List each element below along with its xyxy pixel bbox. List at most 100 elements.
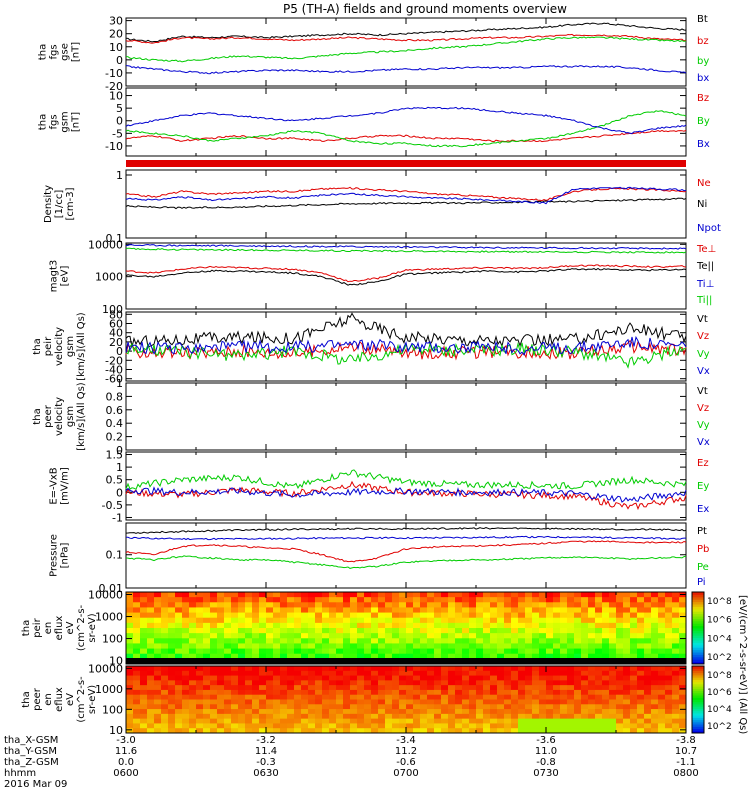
spectrogram-cell xyxy=(441,723,449,729)
spectrogram-cell xyxy=(203,685,211,691)
spectrogram-cell xyxy=(588,633,596,639)
spectrogram-cell xyxy=(364,675,372,681)
spectrogram-cell xyxy=(357,670,365,677)
spectrogram-cell xyxy=(567,617,575,624)
spectrogram-cell xyxy=(399,694,407,700)
spectrogram-cell xyxy=(497,653,505,660)
spectrogram-cell xyxy=(308,699,316,705)
spectrogram-cell xyxy=(350,699,358,705)
spectrogram-cell xyxy=(231,648,239,655)
spectrogram-cell xyxy=(357,704,365,710)
spectrogram-cell xyxy=(357,694,365,700)
spectrogram-cell xyxy=(427,617,435,624)
spectrogram-cell xyxy=(469,723,477,729)
spectrogram-cell xyxy=(679,723,687,729)
spectrogram-cell xyxy=(224,653,232,660)
spectrogram-cell xyxy=(182,675,190,681)
spectrogram-cell xyxy=(168,628,176,634)
spectrogram-cell xyxy=(154,685,162,691)
spectrogram-cell xyxy=(546,723,554,729)
spectrogram-cell xyxy=(154,628,162,634)
spectrogram-cell xyxy=(336,628,344,634)
spectrogram-cell xyxy=(441,617,449,624)
spectrogram-cell xyxy=(266,612,274,619)
spectrogram-cell xyxy=(399,723,407,729)
spectrogram-cell xyxy=(294,622,302,629)
y-axis-label: magt3 xyxy=(49,260,60,293)
spectrogram-cell xyxy=(525,607,533,614)
spectrogram-cell xyxy=(371,633,379,639)
spectrogram-cell xyxy=(630,728,638,734)
spectrogram-cell xyxy=(231,670,239,677)
spectrogram-cell xyxy=(623,612,631,619)
spectrogram-cell xyxy=(420,689,428,696)
spectrogram-cell xyxy=(637,685,645,691)
spectrogram-cell xyxy=(609,648,617,655)
spectrogram-cell xyxy=(294,592,302,598)
spectrogram-cell xyxy=(392,622,400,629)
spectrogram-cell xyxy=(315,602,323,608)
y-tick-label: 0.4 xyxy=(106,417,124,430)
spectrogram-cell xyxy=(168,653,176,660)
spectrogram-cell xyxy=(329,602,337,608)
spectrogram-cell xyxy=(189,694,197,700)
spectrogram-cell xyxy=(280,653,288,660)
spectrogram-cell xyxy=(497,617,505,624)
spectrogram-cell xyxy=(259,713,267,720)
spectrogram-cell xyxy=(336,685,344,691)
y-tick-label: 0 xyxy=(116,444,123,457)
spectrogram-cell xyxy=(161,648,169,655)
spectrogram-cell xyxy=(441,699,449,705)
spectrogram-cell xyxy=(168,607,176,614)
spectrogram-cell xyxy=(651,617,659,624)
spectrogram-cell xyxy=(126,680,134,686)
colorbar-cell xyxy=(692,712,704,716)
spectrogram-cell xyxy=(175,602,183,608)
series-line-Pb xyxy=(125,540,687,563)
spectrogram-cell xyxy=(364,723,372,729)
spectrogram-cell xyxy=(476,680,484,686)
spectrogram-cell xyxy=(126,628,134,634)
spectrogram-cell xyxy=(539,718,547,724)
spectrogram-cell xyxy=(581,675,589,681)
spectrogram-cell xyxy=(483,648,491,655)
spectrogram-cell xyxy=(546,694,554,700)
spectrogram-cell xyxy=(315,633,323,639)
spectrogram-cell xyxy=(441,728,449,734)
spectrogram-cell xyxy=(315,643,323,650)
series-line-Ex xyxy=(125,486,687,503)
spectrogram-cell xyxy=(140,633,148,639)
spectrogram-cell xyxy=(210,685,218,691)
spectrogram-cell xyxy=(210,675,218,681)
spectrogram-cell xyxy=(217,633,225,639)
spectrogram-cell xyxy=(644,602,652,608)
spectrogram-cell xyxy=(203,622,211,629)
spectrogram-cell xyxy=(175,680,183,686)
spectrogram-cell xyxy=(392,718,400,724)
spectrogram-cell xyxy=(385,607,393,614)
spectrogram-cell xyxy=(553,675,561,681)
spectrogram-cell xyxy=(399,648,407,655)
spectrogram-cell xyxy=(518,638,526,644)
spectrogram-cell xyxy=(315,666,323,672)
spectrogram-cell xyxy=(539,675,547,681)
spectrogram-cell xyxy=(630,643,638,650)
spectrogram-cell xyxy=(490,612,498,619)
spectrogram-cell xyxy=(161,633,169,639)
spectrogram-cell xyxy=(329,675,337,681)
spectrogram-cell xyxy=(539,653,547,660)
spectrogram-cell xyxy=(126,670,134,677)
spectrogram-cell xyxy=(168,592,176,598)
spectrogram-cell xyxy=(147,612,155,619)
spectrogram-cell xyxy=(217,699,225,705)
spectrogram-cell xyxy=(574,713,582,720)
spectrogram-cell xyxy=(665,689,673,696)
spectrogram-cell xyxy=(539,597,547,603)
spectrogram-cell xyxy=(637,633,645,639)
spectrogram-cell xyxy=(637,694,645,700)
spectrogram-cell xyxy=(665,622,673,629)
spectrogram-cell xyxy=(581,685,589,691)
spectrogram-cell xyxy=(455,666,463,672)
x-value-tha_Y-GSM: 11.4 xyxy=(255,746,277,757)
